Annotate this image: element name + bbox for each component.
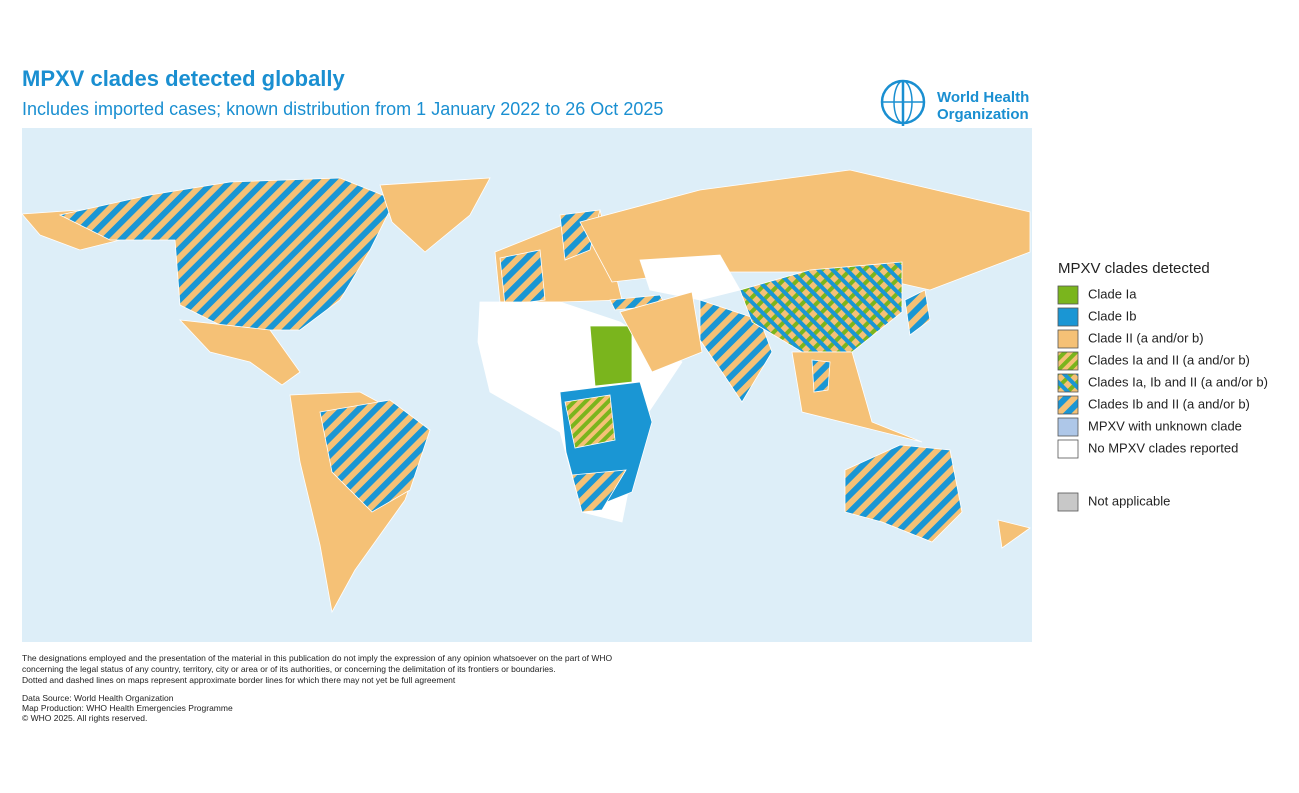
credit: Map Production: WHO Health Emergencies P… [22, 703, 233, 713]
legend: MPXV clades detected Clade Ia Clade Ib C… [1057, 260, 1268, 512]
legend-swatch [1057, 492, 1079, 512]
legend-swatch [1057, 351, 1079, 371]
legend-label: Clades Ib and II (a and/or b) [1088, 396, 1250, 411]
legend-swatch [1057, 285, 1079, 305]
legend-swatch [1057, 307, 1079, 327]
legend-swatch [1057, 439, 1079, 459]
disclaimer: Dotted and dashed lines on maps represen… [22, 675, 456, 685]
legend-label: Clade Ia [1088, 286, 1137, 301]
disclaimer: The designations employed and the presen… [22, 653, 613, 663]
legend-swatch [1057, 417, 1079, 437]
legend-label: Clades Ia, Ib and II (a and/or b) [1088, 374, 1268, 389]
map [21, 128, 1032, 642]
legend-label: Not applicable [1088, 493, 1170, 508]
legend-label: Clades Ia and II (a and/or b) [1088, 352, 1250, 367]
legend-swatch [1057, 373, 1079, 393]
legend-swatch [1057, 395, 1079, 415]
credit: Data Source: World Health Organization [22, 693, 174, 703]
legend-title: MPXV clades detected [1058, 260, 1210, 277]
legend-label: Clade II (a and/or b) [1088, 330, 1204, 345]
legend-label: No MPXV clades reported [1088, 440, 1238, 455]
title: MPXV clades detected globally [22, 66, 346, 91]
credit: © WHO 2025. All rights reserved. [22, 713, 147, 723]
logo-text: Organization [937, 106, 1029, 123]
subtitle: Includes imported cases; known distribut… [22, 99, 663, 119]
footer: The designations employed and the presen… [22, 653, 613, 723]
legend-swatch [1057, 329, 1079, 349]
legend-label: MPXV with unknown clade [1088, 418, 1242, 433]
logo-text: World Health [937, 89, 1029, 106]
who-logo: World Health Organization [880, 79, 1029, 126]
disclaimer: concerning the legal status of any count… [22, 664, 556, 674]
legend-label: Clade Ib [1088, 308, 1136, 323]
